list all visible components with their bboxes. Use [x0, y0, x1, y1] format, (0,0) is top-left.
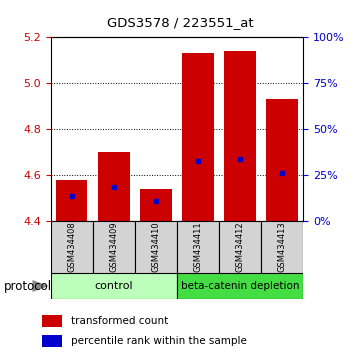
Text: GSM434408: GSM434408	[67, 222, 76, 272]
Bar	[51, 221, 93, 273]
Text: percentile rank within the sample: percentile rank within the sample	[71, 336, 247, 346]
Bar	[51, 273, 177, 299]
Polygon shape	[32, 280, 49, 292]
Bar	[266, 99, 298, 221]
Text: GSM434409: GSM434409	[109, 222, 118, 272]
Bar	[177, 221, 219, 273]
Text: control: control	[95, 281, 133, 291]
Bar	[98, 152, 130, 221]
Bar	[224, 51, 256, 221]
Bar	[43, 335, 61, 347]
Bar	[261, 221, 303, 273]
Text: GSM434413: GSM434413	[278, 222, 287, 272]
Text: transformed count: transformed count	[71, 316, 168, 326]
Bar	[182, 53, 214, 221]
Text: GDS3578 / 223551_at: GDS3578 / 223551_at	[107, 16, 254, 29]
Text: protocol: protocol	[4, 280, 52, 292]
Bar	[43, 315, 61, 327]
Bar	[140, 189, 171, 221]
Text: GSM434411: GSM434411	[193, 222, 203, 272]
Bar	[177, 273, 303, 299]
Bar	[93, 221, 135, 273]
Bar	[219, 221, 261, 273]
Bar	[56, 180, 87, 221]
Text: beta-catenin depletion: beta-catenin depletion	[181, 281, 299, 291]
Text: GSM434410: GSM434410	[151, 222, 160, 272]
Bar	[135, 221, 177, 273]
Text: GSM434412: GSM434412	[236, 222, 244, 272]
